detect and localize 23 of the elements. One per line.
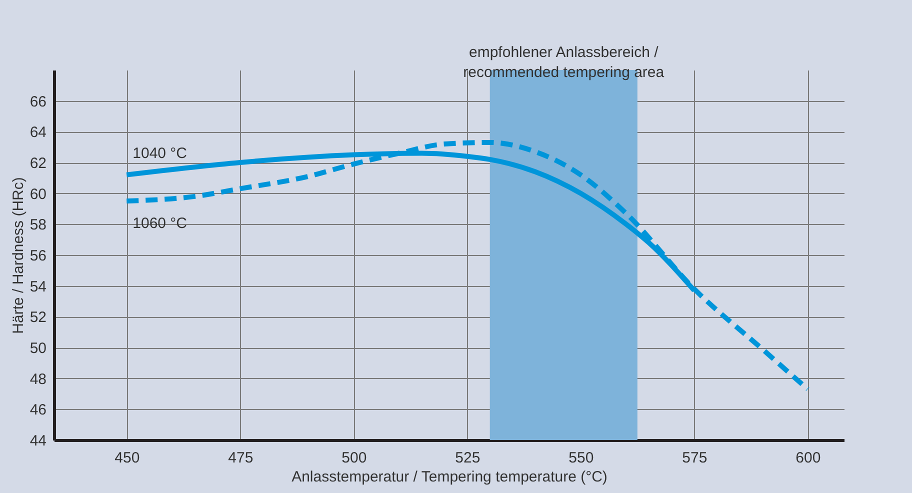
band-label: empfohlener Anlassbereich / recommended tempering area [463,44,665,81]
y-tick-label: 52 [30,309,46,326]
x-tick-label: 525 [455,450,480,466]
y-axis-title: Härte / Hardness (HRc) [10,177,27,334]
y-tick-label: 44 [30,432,46,450]
y-tick-label: 50 [30,340,46,357]
x-tick-label: 600 [796,450,821,466]
x-axis-title: Anlasstemperatur / Tempering temperature (°C) [292,468,608,486]
series-label: 1040 °C [132,144,188,162]
y-tick-label: 60 [30,186,46,203]
y-tick-label: 56 [30,248,46,264]
y-tick-label: 54 [30,278,46,296]
y-tick-label: 58 [30,216,46,234]
x-tick-label: 550 [568,450,594,466]
x-tick-label: 475 [228,450,254,466]
y-tick-label: 64 [30,124,46,142]
y-tick-label: 48 [30,370,46,388]
y-tick-label: 46 [30,402,46,419]
y-tick-label: 62 [30,155,46,172]
y-tick-label: 66 [30,93,46,110]
x-tick-label: 500 [342,450,367,466]
x-tick-label: 575 [682,450,708,466]
x-tick-label: 450 [114,450,140,466]
